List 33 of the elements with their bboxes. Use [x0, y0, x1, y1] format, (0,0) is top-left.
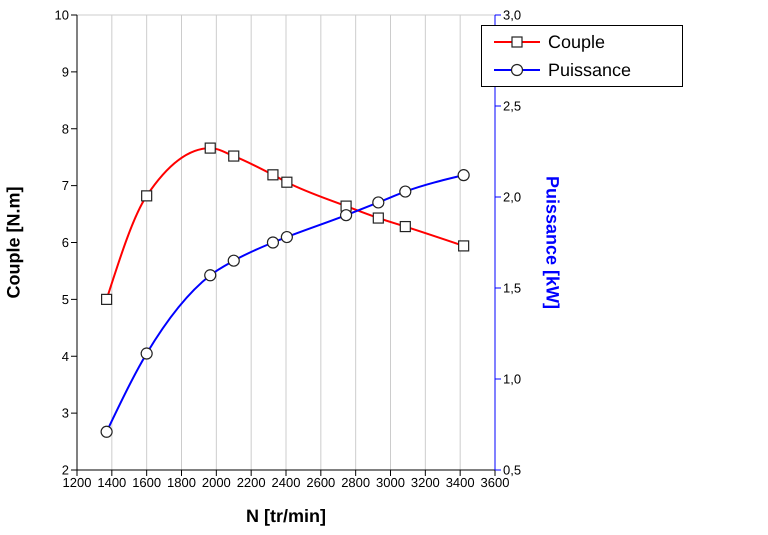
x-axis-title: N [tr/min]: [246, 506, 326, 526]
y-tick-label: 4: [62, 348, 69, 364]
x-tick-label: 3600: [480, 475, 510, 490]
x-tick-label: 2400: [272, 475, 300, 490]
x-tick-label: 3400: [446, 475, 475, 490]
x-tick-label: 1600: [132, 475, 162, 490]
y-tick-label: 10: [54, 8, 69, 23]
y-tick-label: 6: [62, 235, 69, 250]
x-tick-label: 2800: [341, 475, 370, 490]
x-tick-label: 2000: [202, 475, 231, 490]
y-tick-label: 5: [62, 292, 69, 307]
y2-tick-label: 1,5: [503, 280, 522, 296]
x-tick-label: 1200: [62, 475, 92, 490]
legend-label: Couple: [548, 32, 606, 52]
x-tick-label: 3200: [410, 475, 440, 490]
y2-tick-label: 1,0: [503, 372, 522, 387]
y-tick-label: 3: [62, 406, 69, 421]
y-tick-label: 2: [62, 462, 69, 478]
y-tick-label: 8: [62, 121, 69, 136]
legend-label: Puissance: [548, 60, 632, 80]
y-tick-label: 7: [62, 178, 69, 194]
x-tick-label: 2600: [306, 475, 336, 490]
x-tick-label: 2200: [236, 475, 266, 490]
x-tick-label: 1800: [167, 475, 196, 490]
x-tick-label: 1400: [97, 475, 126, 490]
y2-axis-title: Puissance [kW]: [542, 176, 563, 310]
y2-tick-label: 0,5: [503, 462, 522, 478]
y2-tick-label: 2,5: [503, 98, 522, 114]
x-tick-label: 3000: [376, 475, 405, 490]
y-tick-label: 9: [62, 64, 69, 80]
y2-tick-label: 2,0: [503, 190, 522, 205]
y-axis-title: Couple [N.m]: [3, 186, 24, 298]
y2-tick-label: 3,0: [503, 8, 522, 23]
